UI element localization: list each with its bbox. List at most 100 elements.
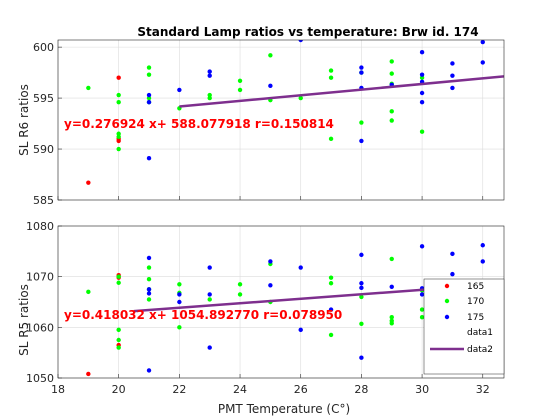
bottom-point-175: [480, 243, 485, 248]
top-point-175: [450, 85, 455, 91]
x-tick-label: 28: [354, 383, 368, 396]
top-point-170: [389, 71, 394, 76]
top-point-175: [450, 61, 455, 66]
bottom-point-170: [146, 265, 152, 270]
top-regression-equation: y=0.276924 x+ 588.077918 r=0.150814: [64, 117, 334, 131]
bottom-point-175: [328, 307, 334, 312]
bottom-regression-equation: y=0.418032 x+ 1054.892770 r=0.078950: [64, 308, 342, 322]
bottom-point-170: [116, 345, 121, 350]
bottom-point-175: [207, 265, 212, 270]
top-point-165: [116, 75, 121, 80]
bottom-point-170: [237, 292, 243, 297]
chart-title: Standard Lamp ratios vs temperature: Brw…: [137, 25, 478, 39]
bottom-point-175: [298, 265, 303, 270]
top-point-175: [146, 99, 152, 105]
bottom-data-layer: [86, 243, 504, 377]
bottom-point-170: [328, 332, 334, 338]
legend-label-data1: data1: [467, 328, 493, 338]
top-point-175: [419, 99, 425, 105]
bottom-point-170: [328, 275, 334, 280]
legend-marker-165: [444, 283, 450, 289]
top-point-175: [359, 138, 364, 144]
top-point-175: [268, 83, 273, 89]
bottom-point-170: [389, 256, 394, 262]
top-point-175: [480, 60, 485, 65]
bottom-point-175: [177, 292, 182, 297]
top-point-170: [116, 99, 121, 105]
bottom-point-175: [177, 299, 182, 305]
top-point-170: [116, 146, 121, 152]
x-axis-label: PMT Temperature (C°): [218, 402, 350, 416]
bottom-point-170: [146, 277, 152, 282]
top-point-170: [146, 65, 152, 70]
top-axes: 585 590 595 600: [33, 39, 505, 207]
bottom-point-175: [419, 244, 425, 249]
x-tick-label: 30: [415, 383, 429, 396]
top-y-tick-label: 590: [33, 143, 54, 156]
legend-marker-175: [444, 314, 450, 320]
top-point-175: [146, 92, 152, 98]
top-point-170: [268, 53, 273, 58]
top-axes-frame: [57, 39, 505, 201]
top-point-170: [237, 78, 243, 83]
bottom-point-175: [419, 292, 425, 297]
x-tick-label: 20: [112, 383, 126, 396]
x-tick-label: 24: [233, 383, 247, 396]
top-point-170: [207, 92, 212, 98]
bottom-y-tick-label: 1080: [26, 220, 54, 233]
top-point-175: [207, 69, 212, 74]
top-point-170: [328, 136, 334, 142]
top-point-170: [328, 68, 334, 73]
top-point-175: [298, 40, 303, 43]
bottom-y-tick-label: 1050: [26, 372, 54, 385]
bottom-point-175: [146, 368, 152, 373]
bottom-point-175: [359, 252, 364, 258]
bottom-point-170: [116, 280, 121, 285]
top-point-170: [146, 72, 152, 77]
top-data-layer: [86, 40, 504, 185]
top-y-tick-label: 585: [33, 194, 54, 207]
top-point-175: [419, 72, 425, 77]
top-point-175: [177, 87, 182, 93]
x-tick-label: 26: [294, 383, 308, 396]
top-y-tick-label: 600: [33, 41, 54, 54]
legend: 165 170 175 data1 data2: [423, 278, 505, 375]
x-tick-label: 18: [51, 383, 65, 396]
bottom-point-170: [86, 289, 91, 295]
top-point-175: [359, 65, 364, 70]
legend-label-170: 170: [467, 297, 484, 307]
bottom-point-170: [207, 297, 212, 302]
top-point-175: [450, 73, 455, 78]
top-point-170: [359, 120, 364, 125]
top-point-170: [389, 59, 394, 64]
bottom-point-170: [389, 315, 394, 320]
top-point-175: [146, 156, 152, 161]
bottom-point-170: [359, 294, 364, 300]
bottom-point-170: [419, 315, 425, 320]
bottom-point-175: [146, 287, 152, 292]
bottom-y-tick-label: 1070: [26, 271, 54, 284]
legend-label-175: 175: [467, 313, 484, 323]
top-point-170: [237, 87, 243, 93]
top-point-170: [86, 85, 91, 91]
top-point-170: [389, 118, 394, 123]
bottom-point-175: [268, 283, 273, 288]
bottom-point-170: [177, 282, 182, 287]
bottom-point-175: [207, 292, 212, 297]
bottom-point-175: [207, 345, 212, 350]
top-point-170: [419, 129, 425, 134]
top-y-tick-label: 595: [33, 92, 54, 105]
x-tick-label: 32: [476, 383, 490, 396]
bottom-point-175: [268, 259, 273, 264]
top-point-170: [389, 109, 394, 114]
bottom-point-175: [389, 284, 394, 289]
legend-box: [423, 278, 505, 375]
bottom-point-175: [298, 327, 303, 333]
bottom-point-170: [177, 325, 182, 330]
bottom-point-175: [480, 259, 485, 264]
bottom-point-175: [359, 281, 364, 286]
bottom-point-175: [359, 285, 364, 291]
bottom-point-170: [419, 307, 425, 312]
top-point-170: [146, 95, 152, 101]
